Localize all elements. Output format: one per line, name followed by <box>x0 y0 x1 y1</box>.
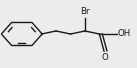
Text: O: O <box>101 53 108 62</box>
Text: Br: Br <box>80 7 90 16</box>
Text: OH: OH <box>117 30 130 38</box>
